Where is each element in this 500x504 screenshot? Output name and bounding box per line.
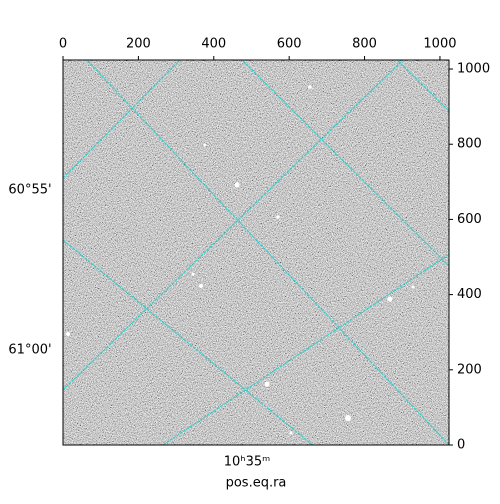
x-tick-label: 0: [59, 37, 67, 52]
x-tick-label: 1000: [423, 37, 456, 52]
x-tick-label: 800: [352, 37, 377, 52]
y-tick-label: 200: [457, 362, 482, 377]
y-tick-label: 0: [457, 438, 465, 453]
x-axis-label: pos.eq.ra: [226, 476, 287, 491]
wcs-ra-tick-label: 10ʰ35ᵐ: [224, 455, 270, 470]
wcs-grid: [63, 60, 449, 445]
y-tick-label: 800: [457, 137, 482, 152]
wcs-grid-line: [396, 60, 449, 112]
axes-frame: [62, 59, 450, 446]
wcs-grid-line: [161, 253, 449, 445]
wcs-dec-tick-label: 61°00': [8, 343, 51, 358]
wcs-grid-line: [63, 60, 404, 391]
y-tick-label: 1000: [457, 62, 490, 77]
x-tick-label: 400: [201, 37, 226, 52]
x-tick-label: 600: [277, 37, 302, 52]
wcs-grid-line: [241, 60, 449, 267]
y-tick-label: 400: [457, 287, 482, 302]
image: [63, 60, 449, 445]
wcs-grid-line: [63, 60, 181, 179]
wcs-dec-tick-label: 60°55': [8, 183, 51, 198]
wcs-grid-line: [86, 60, 449, 445]
stars: [66, 85, 415, 435]
y-tick-label: 600: [457, 212, 482, 227]
wcs-grid-line: [63, 239, 314, 445]
x-tick-label: 200: [126, 37, 151, 52]
